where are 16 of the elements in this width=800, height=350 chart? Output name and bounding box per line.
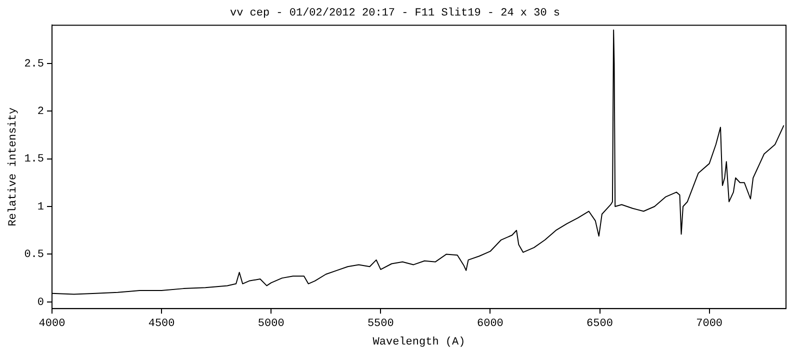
x-axis-title: Wavelength (A): [372, 336, 466, 348]
y-tick-label: 2.5: [24, 58, 44, 70]
y-tick-label: 1.5: [24, 154, 44, 166]
chart-title: vv cep - 01/02/2012 20:17 - F11 Slit19 - 24 x 30 s: [230, 8, 560, 20]
x-tick-label: 4500: [148, 318, 175, 330]
x-tick-label: 5500: [367, 318, 394, 330]
y-tick-label: 1: [37, 201, 44, 214]
y-tick-label: 0.5: [24, 249, 44, 262]
x-tick-label: 5000: [258, 318, 284, 330]
x-tick-label: 6500: [586, 318, 613, 330]
y-axis-title: Relative intensity: [8, 107, 20, 226]
y-tick-label: 0: [37, 296, 44, 309]
x-tick-label: 7000: [696, 318, 723, 330]
x-tick-label: 4000: [38, 318, 66, 330]
y-tick-label: 2: [37, 106, 44, 118]
x-tick-label: 6000: [477, 318, 504, 330]
